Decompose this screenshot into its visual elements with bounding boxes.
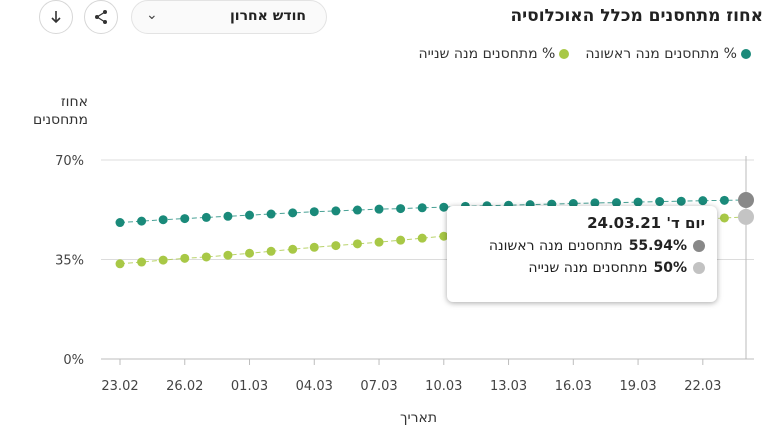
x-tick-label: 26.02: [166, 379, 203, 394]
tooltip-label-second-dose: מתחסנים מנה שנייה: [528, 260, 648, 276]
tooltip: יום ד' 24.03.21 55.94% מתחסנים מנה ראשונ…: [447, 206, 717, 302]
x-tick-label: 16.03: [555, 379, 592, 394]
chevron-down-icon: ⌄: [146, 7, 158, 23]
data-point[interactable]: [137, 257, 147, 267]
data-point[interactable]: [396, 235, 406, 245]
data-point[interactable]: [439, 202, 449, 212]
x-tick-label: 13.03: [490, 379, 527, 394]
data-point[interactable]: [417, 233, 427, 243]
data-point[interactable]: [590, 198, 600, 208]
y-axis-label: אחוז מתחסנים: [33, 94, 88, 128]
legend-label-second-dose: % מתחסנים מנה שנייה: [418, 46, 556, 62]
data-point[interactable]: [266, 209, 276, 219]
data-point[interactable]: [180, 214, 190, 224]
period-select-label: חודש אחרון: [230, 8, 306, 24]
x-tick-label: 19.03: [619, 379, 656, 394]
data-point[interactable]: [158, 255, 168, 265]
tooltip-row-first-dose: 55.94% מתחסנים מנה ראשונה: [459, 238, 705, 254]
data-point[interactable]: [611, 198, 621, 208]
data-point[interactable]: [201, 212, 211, 222]
data-point[interactable]: [331, 241, 341, 251]
data-point[interactable]: [352, 205, 362, 215]
data-point[interactable]: [309, 207, 319, 217]
legend-item-second-dose[interactable]: % מתחסנים מנה שנייה: [419, 46, 570, 62]
y-tick-label: 0%: [63, 353, 84, 368]
data-point[interactable]: [223, 250, 233, 260]
share-button[interactable]: [84, 0, 118, 34]
data-point[interactable]: [698, 196, 708, 206]
legend-dot-first-dose: [741, 49, 751, 59]
data-point[interactable]: [568, 198, 578, 208]
download-icon: [51, 11, 61, 24]
data-point[interactable]: [417, 203, 427, 213]
data-point[interactable]: [396, 204, 406, 214]
data-point[interactable]: [115, 259, 125, 269]
data-point[interactable]: [288, 244, 298, 254]
data-point[interactable]: [223, 211, 233, 221]
data-point[interactable]: [288, 208, 298, 218]
data-point[interactable]: [115, 218, 125, 228]
chart-title: אחוז מתחסנים מכלל האוכלוסיה: [510, 6, 763, 26]
data-point[interactable]: [655, 197, 665, 207]
x-tick-label: 01.03: [231, 379, 268, 394]
data-point[interactable]: [309, 242, 319, 252]
data-point[interactable]: [352, 239, 362, 249]
x-tick-label: 07.03: [360, 379, 397, 394]
data-point[interactable]: [245, 210, 255, 220]
period-select[interactable]: חודש אחרון ⌄: [131, 0, 327, 34]
data-point[interactable]: [374, 237, 384, 247]
data-point[interactable]: [439, 231, 449, 241]
data-point[interactable]: [137, 216, 147, 226]
data-point-hover[interactable]: [738, 191, 754, 208]
x-tick-label: 10.03: [425, 379, 462, 394]
legend-label-first-dose: % מתחסנים מנה ראשונה: [585, 46, 737, 62]
legend-dot-second-dose: [559, 49, 570, 59]
data-point[interactable]: [331, 206, 341, 216]
data-point[interactable]: [201, 252, 211, 262]
tooltip-row-second-dose: 50% מתחסנים מנה שנייה: [459, 260, 705, 276]
tooltip-value-second-dose: 50%: [653, 260, 687, 276]
data-point[interactable]: [180, 253, 190, 263]
share-icon: [95, 10, 107, 24]
x-tick-label: 22.03: [684, 379, 721, 394]
tooltip-dot-first-dose: [693, 240, 705, 252]
y-tick-label: 70%: [55, 154, 84, 169]
data-point-hover[interactable]: [738, 208, 754, 225]
legend-item-first-dose[interactable]: % מתחסנים מנה ראשונה: [585, 46, 751, 62]
data-point[interactable]: [676, 196, 686, 206]
tooltip-dot-second-dose: [693, 262, 705, 274]
data-point[interactable]: [633, 197, 643, 207]
tooltip-title: יום ד' 24.03.21: [587, 214, 705, 232]
tooltip-value-first-dose: 55.94%: [628, 238, 687, 254]
data-point[interactable]: [719, 213, 729, 223]
data-point[interactable]: [245, 248, 255, 258]
data-point[interactable]: [158, 215, 168, 225]
data-point[interactable]: [374, 204, 384, 214]
legend: % מתחסנים מנה ראשונה % מתחסנים מנה שנייה: [419, 46, 751, 62]
x-axis-label: תאריך: [400, 410, 438, 426]
download-button[interactable]: [39, 0, 73, 34]
x-tick-label: 04.03: [296, 379, 333, 394]
data-point[interactable]: [719, 195, 729, 205]
tooltip-label-first-dose: מתחסנים מנה ראשונה: [488, 238, 623, 254]
x-tick-label: 23.02: [101, 379, 138, 394]
data-point[interactable]: [266, 246, 276, 256]
y-tick-label: 35%: [55, 254, 84, 269]
